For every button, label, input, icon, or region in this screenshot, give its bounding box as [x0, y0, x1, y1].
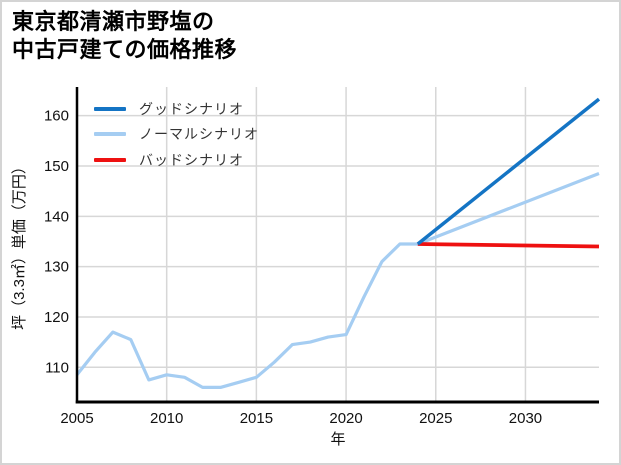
y-tick-label-130: 130: [44, 259, 69, 276]
x-tick-label-2030: 2030: [509, 410, 542, 427]
chart-title-line2: 中古戸建ての価格推移: [12, 37, 238, 62]
legend-swatch-good-line-icon: [94, 106, 126, 111]
legend-swatch-bad-line-icon: [94, 157, 126, 162]
series-line-good: [416, 97, 601, 246]
legend-label-good: グッドシナリオ: [139, 100, 244, 117]
y-tick-label-120: 120: [44, 309, 69, 326]
y-tick-label-160: 160: [44, 108, 69, 125]
chart-title-line1: 東京都清瀬市野塩の: [12, 9, 215, 34]
x-tick-label-2010: 2010: [150, 410, 183, 427]
series-line-bad: [417, 242, 600, 249]
chart-title: 東京都清瀬市野塩の 中古戸建ての価格推移: [12, 8, 237, 64]
x-tick-label-2005: 2005: [60, 410, 93, 427]
x-tick-label-2020: 2020: [329, 410, 362, 427]
y-tick-label-140: 140: [44, 208, 69, 225]
y-axis-label: 坪（3.3㎡）単価（万円）: [11, 159, 28, 330]
x-tick-label-2015: 2015: [240, 410, 273, 427]
legend-label-normal: ノーマルシナリオ: [139, 126, 259, 143]
series-line-normal: [75, 172, 600, 389]
y-tick-label-110: 110: [45, 359, 69, 376]
legend-item-bad: バッドシナリオ: [94, 147, 259, 173]
legend-swatch-normal-line-icon: [94, 132, 126, 137]
x-tick-label-2025: 2025: [419, 410, 452, 427]
y-tick-label-150: 150: [44, 158, 69, 175]
legend-item-good: グッドシナリオ: [94, 96, 259, 122]
legend-label-bad: バッドシナリオ: [139, 151, 244, 168]
x-axis-label: 年: [330, 431, 345, 448]
legend: グッドシナリオ ノーマルシナリオ バッドシナリオ: [94, 96, 259, 173]
legend-item-normal: ノーマルシナリオ: [94, 122, 259, 148]
